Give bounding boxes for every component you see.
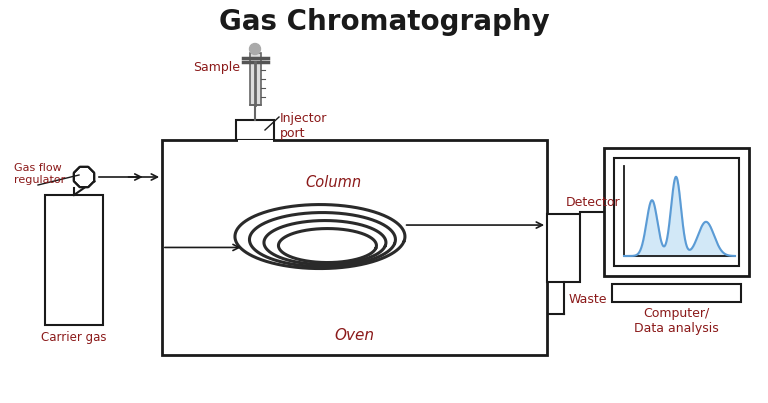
Text: Waste: Waste [568, 293, 607, 306]
Bar [547, 214, 580, 282]
Text: Gas Chromatography: Gas Chromatography [219, 8, 549, 36]
Bar [45, 195, 103, 325]
Polygon shape [250, 212, 396, 266]
Text: Sample: Sample [193, 62, 240, 75]
Bar [250, 53, 260, 105]
Bar [237, 140, 273, 143]
Text: Gas flow
regulator: Gas flow regulator [14, 163, 65, 185]
Text: Column: Column [306, 175, 362, 190]
Polygon shape [279, 229, 376, 262]
Text: Detector: Detector [566, 195, 621, 208]
Bar [612, 284, 741, 302]
Polygon shape [264, 220, 386, 264]
Bar [236, 120, 274, 140]
Text: Injector
port: Injector port [280, 112, 327, 140]
Bar [614, 158, 739, 266]
Text: Oven: Oven [335, 328, 375, 343]
Text: Computer/
Data analysis: Computer/ Data analysis [634, 307, 719, 335]
Bar [162, 140, 547, 355]
Polygon shape [74, 167, 94, 187]
Text: Carrier gas: Carrier gas [41, 331, 107, 344]
Polygon shape [235, 205, 405, 268]
Circle shape [250, 44, 260, 54]
Bar [604, 148, 749, 276]
